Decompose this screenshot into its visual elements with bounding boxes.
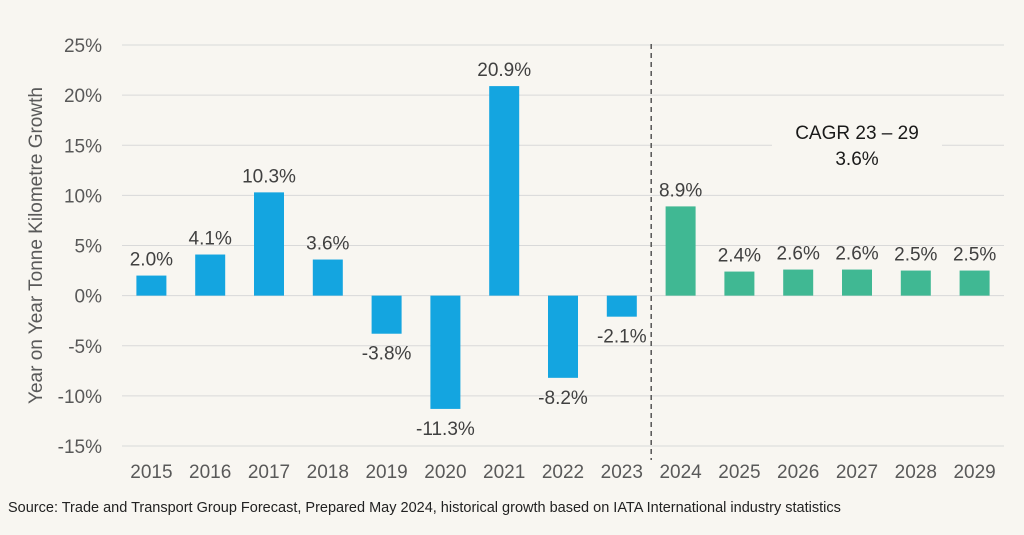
bars (136, 86, 990, 409)
data-label: 2.5% (953, 245, 996, 266)
x-tick-label: 2029 (953, 462, 995, 483)
y-tick-label: 10% (64, 186, 102, 207)
bar (842, 269, 872, 296)
y-tick-label: 15% (64, 136, 102, 157)
bar (195, 254, 226, 296)
data-label: 2.0% (130, 250, 173, 271)
x-tick-label: 2026 (777, 462, 819, 483)
bar (489, 86, 520, 296)
data-label: -3.8% (362, 344, 412, 365)
x-tick-label: 2016 (189, 462, 231, 483)
cagr-annotation-value: 3.6% (835, 149, 878, 170)
y-tick-label: 0% (75, 287, 103, 308)
bar (606, 295, 637, 317)
x-tick-label: 2018 (307, 462, 349, 483)
bar (430, 295, 461, 409)
data-label: 2.4% (718, 246, 761, 267)
data-label: 2.6% (777, 244, 820, 265)
source-note: Source: Trade and Transport Group Foreca… (8, 500, 841, 516)
x-tick-label: 2022 (542, 462, 584, 483)
y-axis-ticks: -15% -10% -5% 0% 5% 10% 15% 20% 25% (58, 36, 102, 458)
cagr-annotation-background (772, 116, 942, 172)
data-label: 8.9% (659, 180, 702, 201)
bar (548, 295, 578, 378)
data-label: 2.5% (894, 245, 937, 266)
y-axis-title: Year on Year Tonne Kilometre Growth (26, 87, 47, 404)
x-tick-label: 2015 (130, 462, 172, 483)
data-label: -2.1% (597, 327, 647, 348)
x-axis-ticks: 2015 2016 2017 2018 2019 2020 2021 2022 2023 2024… (130, 462, 995, 483)
cagr-annotation-title: CAGR 23 – 29 (795, 123, 919, 144)
y-tick-label: 25% (64, 36, 102, 57)
x-tick-label: 2024 (659, 462, 702, 483)
data-label: 20.9% (477, 60, 531, 81)
x-tick-label: 2027 (836, 462, 878, 483)
data-label: 4.1% (189, 229, 232, 250)
x-tick-label: 2017 (248, 462, 290, 483)
bar (724, 271, 755, 296)
bar (136, 275, 167, 296)
y-tick-label: 20% (64, 86, 102, 107)
x-tick-label: 2021 (483, 462, 525, 483)
data-label: -11.3% (416, 419, 475, 440)
y-tick-label: -15% (58, 437, 102, 458)
bar (783, 269, 814, 296)
bar (312, 259, 343, 296)
data-label: 3.6% (306, 234, 349, 255)
bar (254, 192, 284, 296)
data-label: 2.6% (835, 244, 878, 265)
y-tick-label: 5% (75, 237, 103, 258)
data-labels: 2.0% 4.1% 10.3% 3.6% -3.8% -11.3% 20.9% -8.2% -2… (130, 60, 997, 440)
x-tick-label: 2025 (718, 462, 760, 483)
y-tick-label: -10% (58, 387, 102, 408)
x-tick-label: 2028 (895, 462, 937, 483)
x-tick-label: 2019 (365, 462, 407, 483)
x-tick-label: 2020 (424, 462, 466, 483)
bar (665, 206, 696, 296)
bar (959, 270, 990, 296)
bar (371, 295, 402, 334)
data-label: -8.2% (538, 388, 588, 409)
x-tick-label: 2023 (601, 462, 643, 483)
y-tick-label: -5% (68, 337, 102, 358)
data-label: 10.3% (242, 166, 296, 187)
bar (900, 270, 931, 296)
